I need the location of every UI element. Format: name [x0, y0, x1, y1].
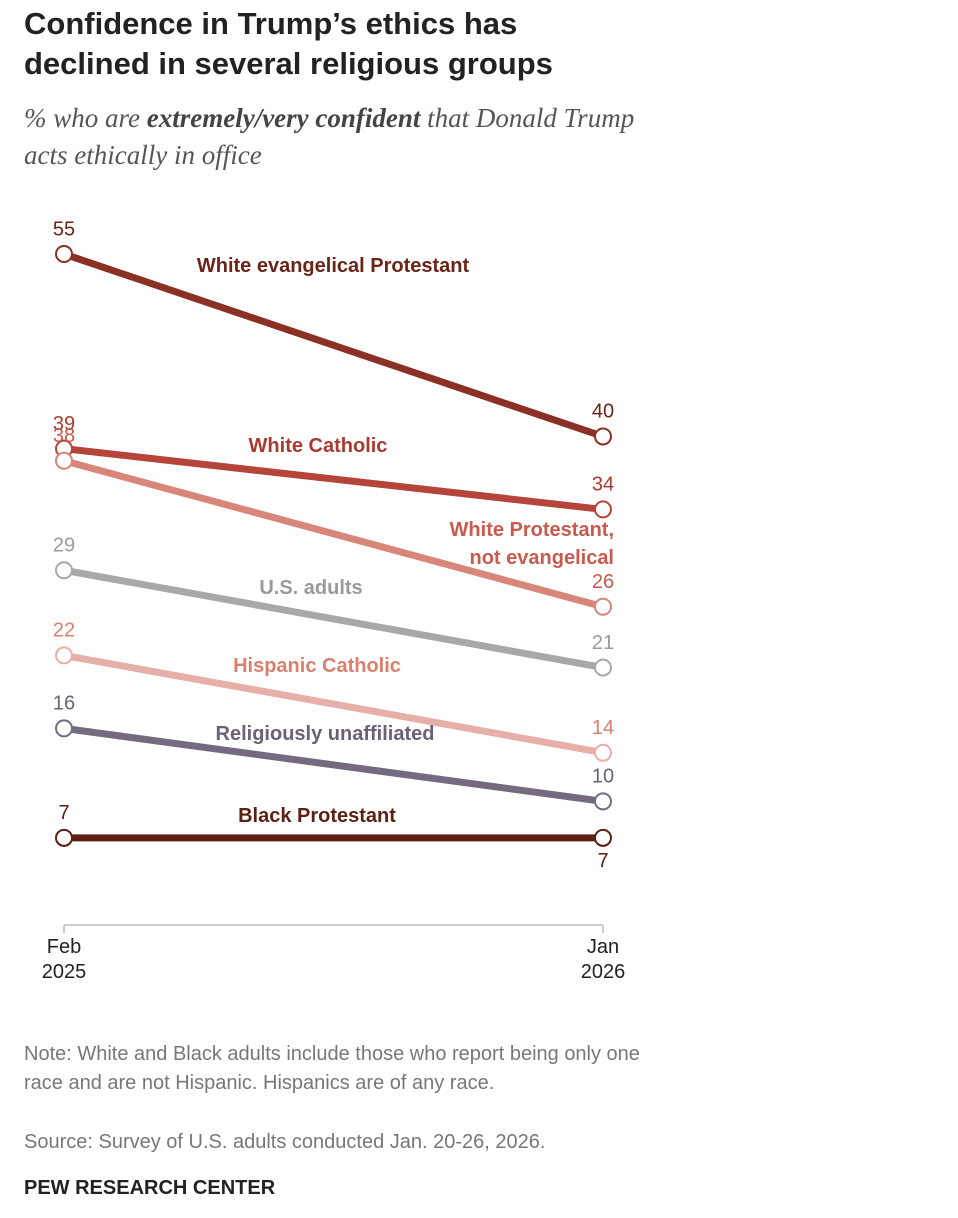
- subtitle-text: that Donald Trump acts ethically in offi…: [24, 103, 635, 170]
- point: [55, 245, 73, 263]
- value-label: 22: [53, 620, 75, 642]
- value-label: 55: [53, 218, 75, 240]
- source: Source: Survey of U.S. adults conducted …: [24, 1131, 546, 1153]
- value-label: 7: [58, 802, 69, 824]
- point: [594, 792, 612, 811]
- branding: PEW RESEARCH CENTER: [24, 1177, 276, 1199]
- value-label: 21: [592, 632, 614, 654]
- note: Note: White and Black adults include tho…: [24, 1043, 640, 1094]
- value-label: 38: [53, 425, 75, 447]
- chart-title: Confidence in Trump’s ethics has decline…: [24, 6, 553, 81]
- series-label: White Catholic: [248, 435, 388, 457]
- series-line: [60, 651, 607, 757]
- series-line: [60, 250, 607, 440]
- value-label: 14: [592, 717, 614, 739]
- series-label: White evangelical Protestant: [196, 255, 470, 277]
- subtitle-text: % who are: [24, 103, 147, 133]
- point: [55, 451, 73, 470]
- x-tick-label: Feb 2025: [41, 936, 87, 983]
- point: [594, 828, 612, 847]
- series-label: Hispanic Catholic: [233, 655, 401, 677]
- point: [55, 561, 73, 580]
- series-label: Religiously unaffiliated: [215, 723, 435, 745]
- point: [594, 427, 612, 446]
- series-label: White Protestant, not evangelical: [449, 519, 614, 569]
- value-label: 7: [597, 850, 608, 872]
- point: [594, 658, 612, 677]
- value-label: 10: [592, 766, 614, 788]
- value-label: 16: [53, 693, 75, 715]
- chart: 55 40 39 34 38 26 29 21 22 14 16 10 7 7: [53, 218, 614, 933]
- series-label: Black Protestant: [238, 805, 396, 827]
- subtitle-emphasis: extremely/very confident: [146, 103, 421, 133]
- value-label: 39: [53, 413, 75, 435]
- point: [594, 743, 612, 762]
- series-line: [60, 457, 607, 611]
- value-label: 29: [53, 535, 75, 557]
- point: [55, 828, 73, 847]
- point: [594, 500, 612, 519]
- point: [594, 597, 612, 616]
- x-tick-label: Jan 2026: [580, 936, 626, 983]
- series-line: [60, 566, 607, 672]
- series-line: [60, 724, 607, 805]
- point: [55, 646, 73, 665]
- value-label: 26: [592, 571, 614, 593]
- point: [55, 719, 73, 738]
- value-label: 34: [592, 474, 614, 496]
- series-label: U.S. adults: [259, 577, 363, 599]
- series-line: [60, 445, 607, 513]
- value-label: 40: [592, 401, 614, 423]
- chart-subtitle: % who are extremely/very confident that …: [24, 100, 644, 174]
